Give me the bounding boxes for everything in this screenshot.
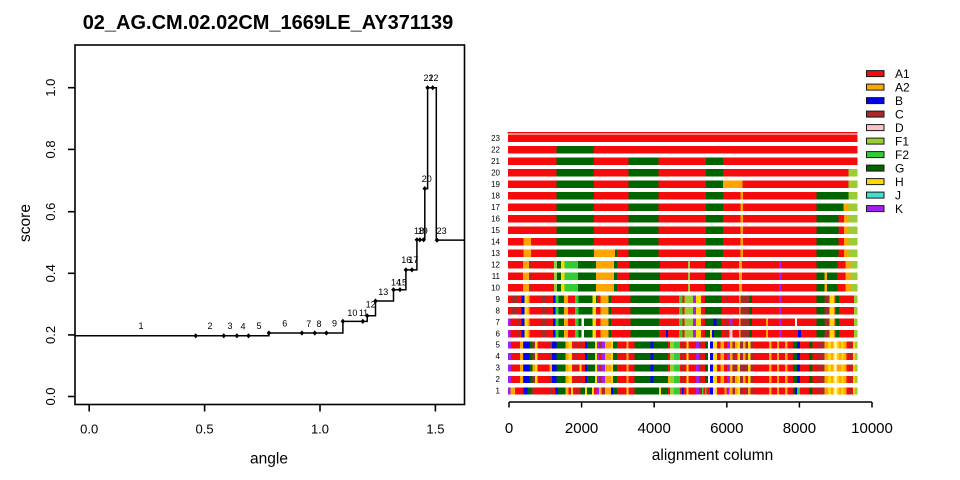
svg-text:0.0: 0.0 [80,422,98,437]
svg-text:2000: 2000 [565,420,598,437]
svg-text:F2: F2 [895,148,909,162]
svg-text:10000: 10000 [851,420,893,437]
svg-text:19: 19 [418,226,428,236]
svg-text:8000: 8000 [783,420,816,437]
svg-text:22: 22 [491,146,500,155]
svg-text:17: 17 [491,203,500,212]
svg-text:6: 6 [282,319,287,329]
svg-text:15: 15 [491,226,500,235]
svg-text:16: 16 [491,215,500,224]
svg-text:14: 14 [491,237,500,246]
svg-text:2: 2 [496,375,501,384]
svg-text:D: D [895,121,904,135]
svg-text:A2: A2 [895,80,910,94]
svg-text:17: 17 [408,255,418,265]
svg-text:18: 18 [414,226,424,236]
svg-text:10: 10 [347,308,357,318]
svg-text:21: 21 [423,73,433,83]
svg-text:J: J [895,188,901,202]
svg-text:7: 7 [496,318,501,327]
svg-text:5: 5 [256,321,261,331]
svg-text:21: 21 [491,157,500,166]
svg-text:6: 6 [496,329,501,338]
svg-text:23: 23 [437,226,447,236]
svg-text:1.0: 1.0 [311,422,329,437]
svg-text:14: 14 [391,277,401,287]
svg-text:0.5: 0.5 [196,422,214,437]
svg-text:9: 9 [332,319,337,329]
svg-text:1.5: 1.5 [426,422,444,437]
svg-text:H: H [895,175,904,189]
svg-text:16: 16 [401,255,411,265]
svg-text:8: 8 [316,319,321,329]
svg-text:4: 4 [240,322,245,332]
svg-text:1.0: 1.0 [43,79,58,97]
svg-text:K: K [895,202,903,216]
svg-text:6000: 6000 [710,420,743,437]
svg-text:9: 9 [496,295,501,304]
svg-text:2: 2 [207,321,212,331]
svg-text:angle: angle [250,451,288,468]
svg-text:0.2: 0.2 [43,326,58,344]
svg-text:3: 3 [496,364,501,373]
svg-text:1: 1 [496,387,501,396]
svg-text:5: 5 [496,341,501,350]
svg-text:7: 7 [306,319,311,329]
svg-text:10: 10 [491,283,500,292]
svg-text:18: 18 [491,192,500,201]
svg-text:0.8: 0.8 [43,140,58,158]
svg-text:3: 3 [227,321,232,331]
svg-text:12: 12 [366,300,376,310]
svg-text:0: 0 [505,420,513,437]
svg-text:F1: F1 [895,134,909,148]
svg-text:22: 22 [428,73,438,83]
svg-text:alignment column: alignment column [652,447,773,464]
svg-text:15: 15 [397,277,407,287]
svg-text:13: 13 [378,287,388,297]
svg-text:20: 20 [491,169,500,178]
svg-text:0.6: 0.6 [43,203,58,221]
svg-text:23: 23 [491,134,500,143]
svg-text:0.0: 0.0 [43,387,58,405]
svg-text:19: 19 [491,180,500,189]
svg-text:C: C [895,107,904,121]
svg-text:02_AG.CM.02.02CM_1669LE_AY3711: 02_AG.CM.02.02CM_1669LE_AY371139 [83,12,454,34]
svg-text:11: 11 [359,308,368,318]
svg-text:score: score [17,204,34,242]
svg-text:0.4: 0.4 [43,264,58,282]
svg-text:11: 11 [492,272,501,281]
svg-text:1: 1 [138,321,143,331]
svg-text:B: B [895,94,903,108]
svg-text:4: 4 [496,352,501,361]
svg-text:12: 12 [491,260,500,269]
svg-text:4000: 4000 [638,420,671,437]
svg-text:G: G [895,161,904,175]
svg-text:8: 8 [496,306,501,315]
svg-text:20: 20 [422,174,432,184]
svg-text:13: 13 [491,249,500,258]
svg-text:A1: A1 [895,67,910,81]
